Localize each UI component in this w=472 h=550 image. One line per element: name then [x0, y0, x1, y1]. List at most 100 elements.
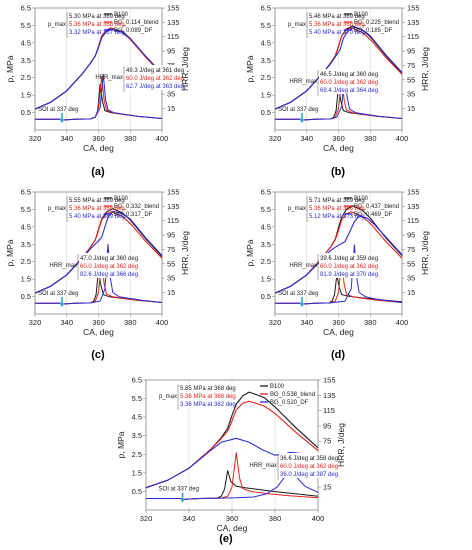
x-tick-label: 400 [156, 134, 169, 143]
hrrmax-bracket [317, 70, 319, 96]
hrrmax-annotation: 36.6 J/deg at 358 deg [280, 456, 338, 462]
y2-tick-label: 155 [323, 376, 336, 385]
y-axis-label: p, MPa [5, 239, 15, 266]
x-tick-label: 360 [332, 134, 345, 143]
y2-tick-label: 95 [323, 421, 331, 430]
x-tick-label: 320 [269, 318, 282, 327]
y-tick-label: 4.5 [21, 38, 31, 47]
pmax-bracket [306, 196, 308, 222]
pmax-annotation: 5.40 MPa at 370 deg [309, 30, 365, 36]
y-tick-label: 1.5 [21, 275, 31, 284]
x-tick-label: 380 [364, 134, 377, 143]
hrr-annotation-backdrop [319, 69, 371, 94]
y2-tick-label: 75 [407, 245, 415, 254]
y-tick-label: 4.5 [132, 413, 142, 422]
y2-tick-label: 95 [407, 47, 415, 56]
y-tick-label: 0.5 [261, 108, 271, 117]
hrr-annotation-backdrop [79, 253, 131, 278]
x-axis-label: CA, deg [323, 143, 354, 153]
y2-tick-label: 35 [167, 274, 175, 283]
y2-tick-label: 155 [407, 188, 420, 197]
pmax-annotation: 3.32 MPa at 367 deg [69, 30, 125, 36]
x-tick-label: 380 [124, 134, 137, 143]
x-axis-label: CA, deg [83, 143, 114, 153]
x-tick-label: 340 [300, 318, 313, 327]
y-tick-label: 2.5 [261, 257, 271, 266]
y-tick-label: 3.5 [21, 240, 31, 249]
hrrmax-label: HRR_max [249, 463, 277, 469]
y-tick-label: 5.5 [132, 394, 142, 403]
legend-entry: BG_0.185_DF [354, 28, 393, 34]
y-tick-label: 3.5 [261, 56, 271, 65]
y-tick-label: 4.5 [261, 222, 271, 231]
y-tick-label: 1.5 [21, 91, 31, 100]
y-tick-label: 5.5 [21, 21, 31, 30]
y-tick-label: 6.5 [261, 4, 271, 13]
soi-arrowhead [59, 303, 65, 308]
pmax-label: p_max [48, 22, 66, 28]
legend-entry: B100 [114, 196, 129, 202]
pmax-bracket [66, 196, 68, 222]
y2-tick-label: 115 [167, 216, 179, 225]
pmax-bracket [306, 12, 308, 38]
soi-arrowhead [59, 119, 65, 124]
x-tick-label: 340 [300, 134, 313, 143]
y-tick-label: 5.5 [261, 21, 271, 30]
y2-axis-label: HRR, J/deg [180, 231, 190, 275]
y-axis-label: p, MPa [245, 239, 255, 266]
y-tick-label: 0.5 [132, 487, 142, 496]
panel-d: 320 340 360 380 400 0.5 1.5 2.5 3.5 4.5 5.5 6.5 15 35… [245, 188, 430, 338]
y2-tick-label: 55 [407, 75, 415, 84]
y-tick-label: 2.5 [21, 73, 31, 82]
caption-a: (a) [91, 166, 105, 178]
y2-axis-label: HRR, J/deg [336, 423, 346, 467]
x-tick-label: 340 [183, 514, 196, 523]
x-tick-label: 360 [92, 134, 105, 143]
legend-entry: BG_0.114_blend [114, 20, 159, 26]
x-tick-label: 320 [269, 134, 282, 143]
x-tick-label: 400 [312, 514, 325, 523]
x-tick-label: 400 [396, 318, 409, 327]
pressure-curve-df [34, 28, 163, 110]
pmax-bracket [177, 384, 179, 410]
hrrmax-label: HRR_max [289, 263, 317, 269]
hrr-annotation-backdrop [319, 253, 371, 278]
panel-b: 320 340 360 380 400 0.5 1.5 2.5 3.5 4.5 5.5 6.5 15 35… [245, 4, 430, 154]
legend-entry: BG_0.317_DF [114, 212, 153, 218]
y2-tick-label: 15 [167, 104, 175, 113]
legend-entry: B100 [114, 12, 129, 18]
hrrmax-bracket [77, 254, 79, 280]
y2-tick-label: 95 [167, 47, 175, 56]
y-axis-label: p, MPa [5, 55, 15, 82]
x-tick-label: 320 [140, 514, 153, 523]
pmax-annotation: 5.55 MPa at 369 deg [69, 198, 125, 204]
y-tick-label: 6.5 [21, 4, 31, 13]
hrrmax-annotation: 36.0 J/deg at 387 deg [280, 472, 338, 478]
x-tick-label: 360 [92, 318, 105, 327]
pmax-annotation: 5.36 MPa at 368 deg [309, 22, 365, 28]
y-tick-label: 6.5 [261, 188, 271, 197]
y2-tick-label: 15 [167, 288, 175, 297]
soi-label: SOI at 337 deg [38, 291, 78, 297]
legend-entry: B100 [270, 384, 285, 390]
panel-a: 320 340 360 380 400 0.5 1.5 2.5 3.5 4.5 5.5 6.5 15 35… [5, 4, 190, 154]
y2-tick-label: 155 [167, 188, 180, 197]
hrrmax-annotation: 82.6 J/deg at 366 deg [80, 272, 138, 278]
hrrmax-annotation: 69.4 J/deg at 364 deg [320, 88, 378, 94]
y2-axis-label: HRR, J/deg [420, 231, 430, 275]
soi-arrowhead [299, 119, 305, 124]
y-axis-label: p, MPa [245, 55, 255, 82]
pmax-annotation: 5.85 MPa at 368 deg [180, 386, 236, 392]
pmax-label: p_max [159, 394, 177, 400]
soi-arrowhead [299, 303, 305, 308]
hrr-annotation-backdrop [279, 453, 331, 478]
y-tick-label: 3.5 [261, 240, 271, 249]
pmax-annotation: 5.12 MPa at 373 deg [309, 214, 365, 220]
panel-c: 320 340 360 380 400 0.5 1.5 2.5 3.5 4.5 5.5 6.5 15 35… [5, 188, 190, 338]
hrrmax-label: HRR_max [289, 79, 317, 85]
pmax-annotation: 5.30 MPa at 369 deg [69, 14, 125, 20]
hrrmax-bracket [277, 454, 279, 480]
x-tick-label: 320 [29, 134, 42, 143]
hrrmax-annotation: 60.0 J/deg at 362 deg [320, 264, 378, 270]
